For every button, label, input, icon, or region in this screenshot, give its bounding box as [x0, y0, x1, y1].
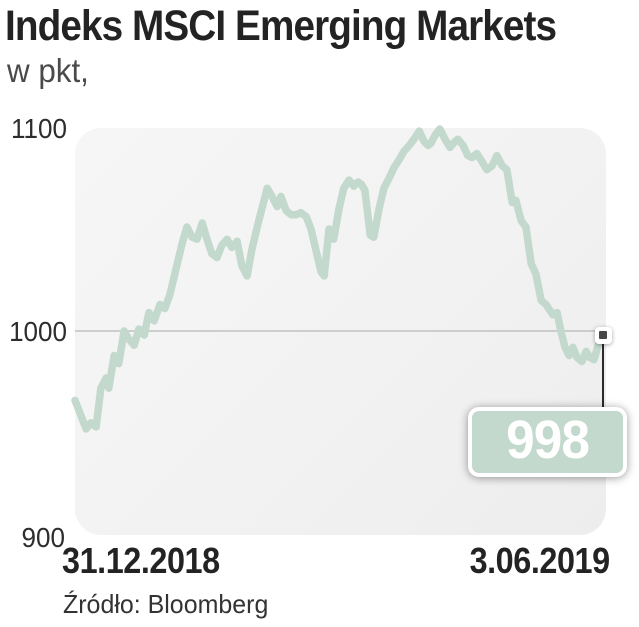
last-point-marker — [594, 326, 612, 344]
last-value-label: 998 — [506, 410, 590, 470]
last-point-marker-dot — [599, 331, 607, 340]
source-attribution: Źródło: Bloomberg — [63, 589, 269, 619]
last-value-callout: 998 — [468, 407, 627, 477]
x-axis-end-date: 3.06.2019 — [469, 540, 611, 581]
chart-unit-subtitle: w pkt, — [7, 52, 89, 89]
y-axis-tick-1100: 1100 — [10, 113, 68, 144]
y-axis-tick-1000: 1000 — [9, 316, 68, 347]
x-axis-start-date: 31.12.2018 — [62, 540, 220, 581]
y-axis-tick-900: 900 — [21, 522, 66, 553]
chart-title: Indeks MSCI Emerging Markets — [5, 2, 557, 50]
callout-connector-line — [601, 341, 605, 409]
